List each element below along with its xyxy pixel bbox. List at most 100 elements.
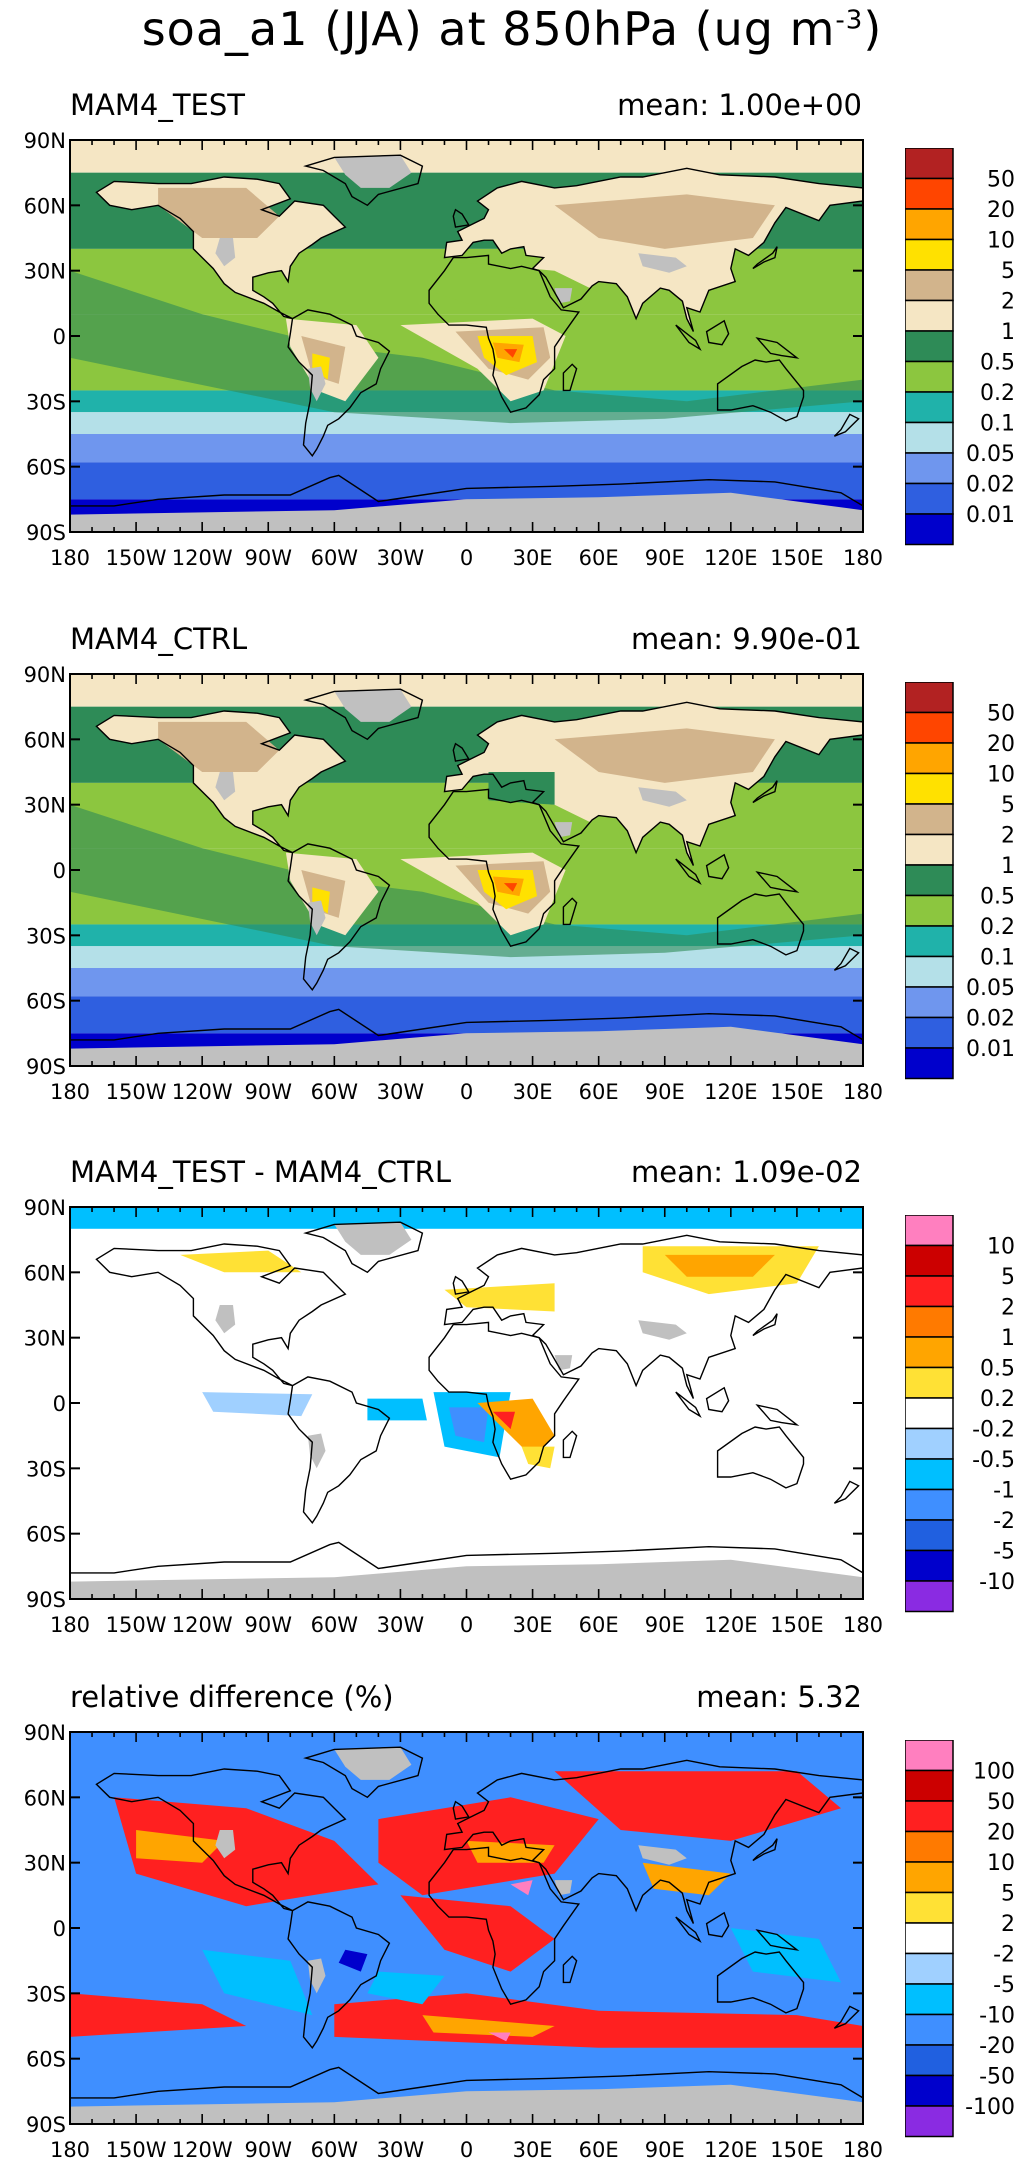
coastline-namerica (95, 1768, 347, 1912)
lon-tick-label: 60W (311, 1613, 359, 1637)
coastline-antarctica (70, 2066, 864, 2099)
colorbar-swatch (905, 1244, 954, 1277)
coastline-africa (428, 254, 581, 414)
lon-tick-label: 120W (172, 546, 233, 570)
coastline-africa (428, 1321, 581, 1481)
lon-tick-label: 150E (770, 1080, 823, 1104)
colorbar-swatch (905, 1922, 954, 1955)
coastline-japan (752, 1838, 778, 1862)
lon-tick-label: 60W (311, 1080, 359, 1104)
colorbar-label: 20 (987, 198, 1015, 223)
coastline-antarctica (70, 1008, 864, 1041)
colorbar-swatch (905, 1305, 954, 1338)
colorbar-label: 20 (987, 1821, 1015, 1846)
colorbar-swatch (905, 360, 954, 393)
colorbar-swatch (905, 2044, 954, 2077)
lon-tick-label: 150E (770, 2138, 823, 2162)
coastline-namerica (95, 1243, 347, 1387)
coastline-australia (716, 1426, 805, 1489)
lat-tick-label: 60N (24, 194, 66, 218)
colorbar-swatch (905, 1983, 954, 2016)
lat-tick-label: 30S (26, 1982, 66, 2006)
coastline-africa (428, 788, 581, 948)
coastline-africa (428, 1846, 581, 2006)
lon-tick-label: 90W (245, 546, 293, 570)
coastline-eurasia (443, 1759, 864, 1924)
coastline-sumatra (675, 1916, 702, 1943)
colorbar-label: 50 (987, 1790, 1015, 1815)
coastline-newzealand (833, 2005, 860, 2029)
colorbar-swatch (905, 513, 954, 546)
lon-tick-label: 30E (513, 2138, 553, 2162)
panel-relative-difference: 90N 60N 30N 0 30S 60S 90S 180 150W 120W 90W 60W 30W 0… (0, 1680, 1024, 2170)
lon-tick-label: 150E (770, 1613, 823, 1637)
lat-tick-label: 30N (24, 1852, 66, 1876)
colorbar-swatch (905, 682, 954, 714)
colorbar-label: -50 (979, 2065, 1015, 2090)
lat-tick-label: 30N (24, 794, 66, 818)
lon-tick-label: 120E (704, 2138, 757, 2162)
coastline-borneo (705, 1386, 730, 1413)
colorbar-swatch (905, 1830, 954, 1863)
colorbar-swatch (905, 238, 954, 271)
colorbar-label: 2 (1001, 1296, 1015, 1321)
lon-tick-label: 120E (704, 1080, 757, 1104)
colorbar-swatch (905, 2105, 954, 2138)
colorbar-swatch (905, 177, 954, 210)
colorbar-swatch (905, 925, 954, 958)
lat-tick-label: 90S (26, 521, 66, 545)
colorbar-label: -5 (993, 1540, 1015, 1565)
colorbar-swatch (905, 1275, 954, 1308)
lat-tick-label: 60S (26, 456, 66, 480)
colorbar-label: 1 (1001, 320, 1015, 345)
lon-tick-label: 180 (843, 1613, 883, 1637)
coastline-madagascar (562, 897, 578, 926)
colorbar-label: -10 (979, 1570, 1015, 1595)
lon-tick-label: 90E (645, 1080, 685, 1104)
colorbar-swatch (905, 482, 954, 515)
lat-tick-label: 30N (24, 1327, 66, 1351)
colorbar-label: 5 (1001, 1882, 1015, 1907)
coastline-madagascar (562, 1430, 578, 1459)
coastline-australia (716, 359, 805, 422)
lat-tick-label: 30S (26, 1457, 66, 1481)
colorbar-label: 50 (987, 168, 1015, 193)
coastline-borneo (705, 319, 730, 346)
lon-tick-label: 0 (460, 1080, 473, 1104)
colorbar-label: 0.5 (980, 885, 1015, 910)
coastline-newguinea (755, 1929, 800, 1951)
lon-tick-label: 120E (704, 546, 757, 570)
colorbar-label: 0.02 (966, 473, 1015, 498)
colorbar-label: -2 (993, 1509, 1015, 1534)
colorbar-swatch (905, 803, 954, 836)
colorbar-swatch (905, 986, 954, 1019)
lon-tick-label: 60W (311, 546, 359, 570)
coastline-samerica (287, 1901, 391, 2049)
lat-tick-label: 60N (24, 1786, 66, 1810)
lon-tick-label: 150W (106, 546, 167, 570)
lon-tick-label: 120W (172, 1613, 233, 1637)
lat-tick-label: 30S (26, 390, 66, 414)
colorbar-label: 0.05 (966, 976, 1015, 1001)
coastline-madagascar (562, 1955, 578, 1984)
colorbar-swatch (905, 1861, 954, 1894)
coastline-sumatra (675, 1391, 702, 1418)
lon-tick-label: 180 (50, 2138, 90, 2162)
panel-title: MAM4_CTRL (70, 622, 248, 656)
lon-tick-label: 90W (245, 1613, 293, 1637)
colorbar-label: 1 (1001, 854, 1015, 879)
colorbar-label: 10 (987, 1851, 1015, 1876)
colorbar-label: 0.01 (966, 503, 1015, 528)
colorbar-swatch (905, 1488, 954, 1521)
coastline-samerica (287, 843, 391, 991)
panel-difference: 90N 60N 30N 0 30S 60S 90S 180 150W 120W 90W 60W 30W 0… (0, 1155, 1024, 1645)
colorbar-swatch (905, 148, 954, 180)
lon-tick-label: 150W (106, 2138, 167, 2162)
lon-tick-label: 90W (245, 1080, 293, 1104)
colorbar-label: 0.02 (966, 1007, 1015, 1032)
lat-tick-label: 60S (26, 2048, 66, 2072)
